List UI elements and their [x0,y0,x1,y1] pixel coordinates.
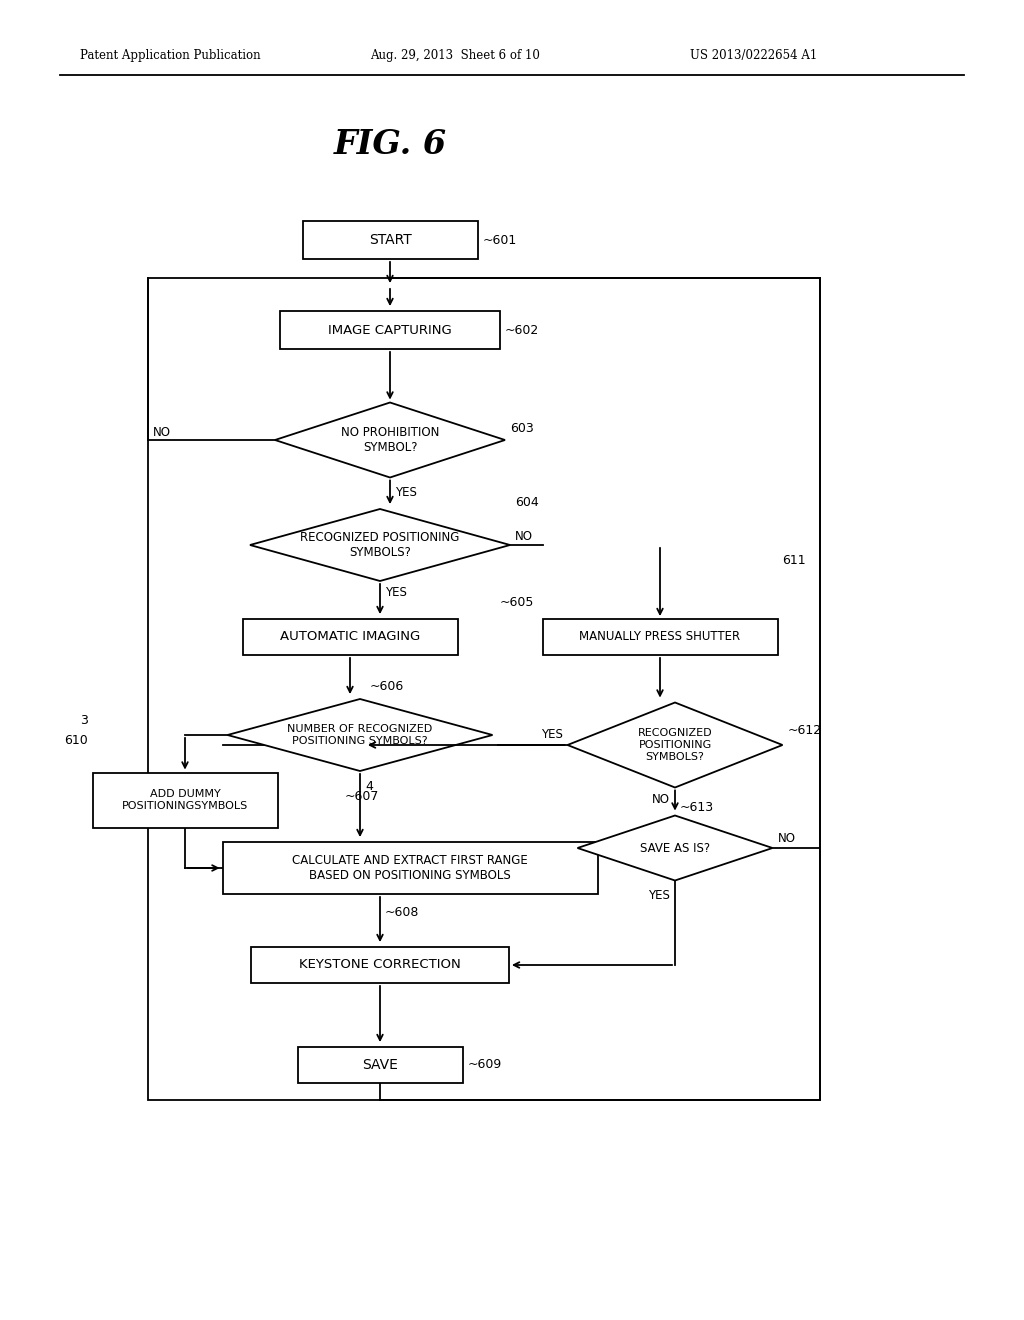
Bar [222,842,597,894]
Text: RECOGNIZED POSITIONING
SYMBOLS?: RECOGNIZED POSITIONING SYMBOLS? [300,531,460,558]
Text: NUMBER OF RECOGNIZED
POSITIONING SYMBOLS?: NUMBER OF RECOGNIZED POSITIONING SYMBOLS… [288,725,432,746]
Text: KEYSTONE CORRECTION: KEYSTONE CORRECTION [299,958,461,972]
Text: Aug. 29, 2013  Sheet 6 of 10: Aug. 29, 2013 Sheet 6 of 10 [370,49,540,62]
Text: NO: NO [515,531,534,544]
Bar [148,279,820,1100]
Polygon shape [275,403,505,478]
Bar [543,619,777,655]
Polygon shape [567,702,782,788]
Text: SAVE: SAVE [362,1059,398,1072]
Text: YES: YES [541,729,562,742]
Text: YES: YES [395,486,417,499]
Polygon shape [578,816,772,880]
Text: ADD DUMMY
POSITIONINGSYMBOLS: ADD DUMMY POSITIONINGSYMBOLS [122,789,248,810]
Text: 611: 611 [782,553,806,566]
Text: SAVE AS IS?: SAVE AS IS? [640,842,710,854]
Polygon shape [227,700,493,771]
Bar [298,1047,463,1082]
Text: MANUALLY PRESS SHUTTER: MANUALLY PRESS SHUTTER [580,631,740,644]
Text: RECOGNIZED
POSITIONING
SYMBOLS?: RECOGNIZED POSITIONING SYMBOLS? [638,729,713,762]
Polygon shape [250,510,510,581]
Text: AUTOMATIC IMAGING: AUTOMATIC IMAGING [280,631,420,644]
Text: ~608: ~608 [385,906,420,919]
Text: NO PROHIBITION
SYMBOL?: NO PROHIBITION SYMBOL? [341,426,439,454]
Text: ~613: ~613 [680,801,714,814]
Text: ~609: ~609 [468,1059,502,1072]
Text: YES: YES [385,586,407,599]
Bar [92,772,278,828]
Text: ~612: ~612 [787,723,821,737]
Text: NO: NO [153,425,171,438]
Text: Patent Application Publication: Patent Application Publication [80,49,261,62]
Bar [302,220,477,259]
Text: START: START [369,234,412,247]
Text: ~602: ~602 [505,323,540,337]
Text: ~607: ~607 [345,789,379,803]
Text: FIG. 6: FIG. 6 [334,128,446,161]
Text: 610: 610 [63,734,87,747]
Text: CALCULATE AND EXTRACT FIRST RANGE
BASED ON POSITIONING SYMBOLS: CALCULATE AND EXTRACT FIRST RANGE BASED … [292,854,528,882]
Text: 604: 604 [515,496,539,510]
Text: YES: YES [648,888,670,902]
Text: 603: 603 [510,421,534,434]
Text: US 2013/0222654 A1: US 2013/0222654 A1 [690,49,817,62]
Text: NO: NO [652,793,670,807]
Bar [280,312,500,348]
Text: ~605: ~605 [500,597,535,610]
Text: IMAGE CAPTURING: IMAGE CAPTURING [328,323,452,337]
Bar [251,946,509,983]
Text: 3: 3 [80,714,87,726]
Text: NO: NO [777,832,796,845]
Text: 4: 4 [365,780,373,792]
Text: ~606: ~606 [370,681,404,693]
Bar [243,619,458,655]
Text: ~601: ~601 [482,234,517,247]
